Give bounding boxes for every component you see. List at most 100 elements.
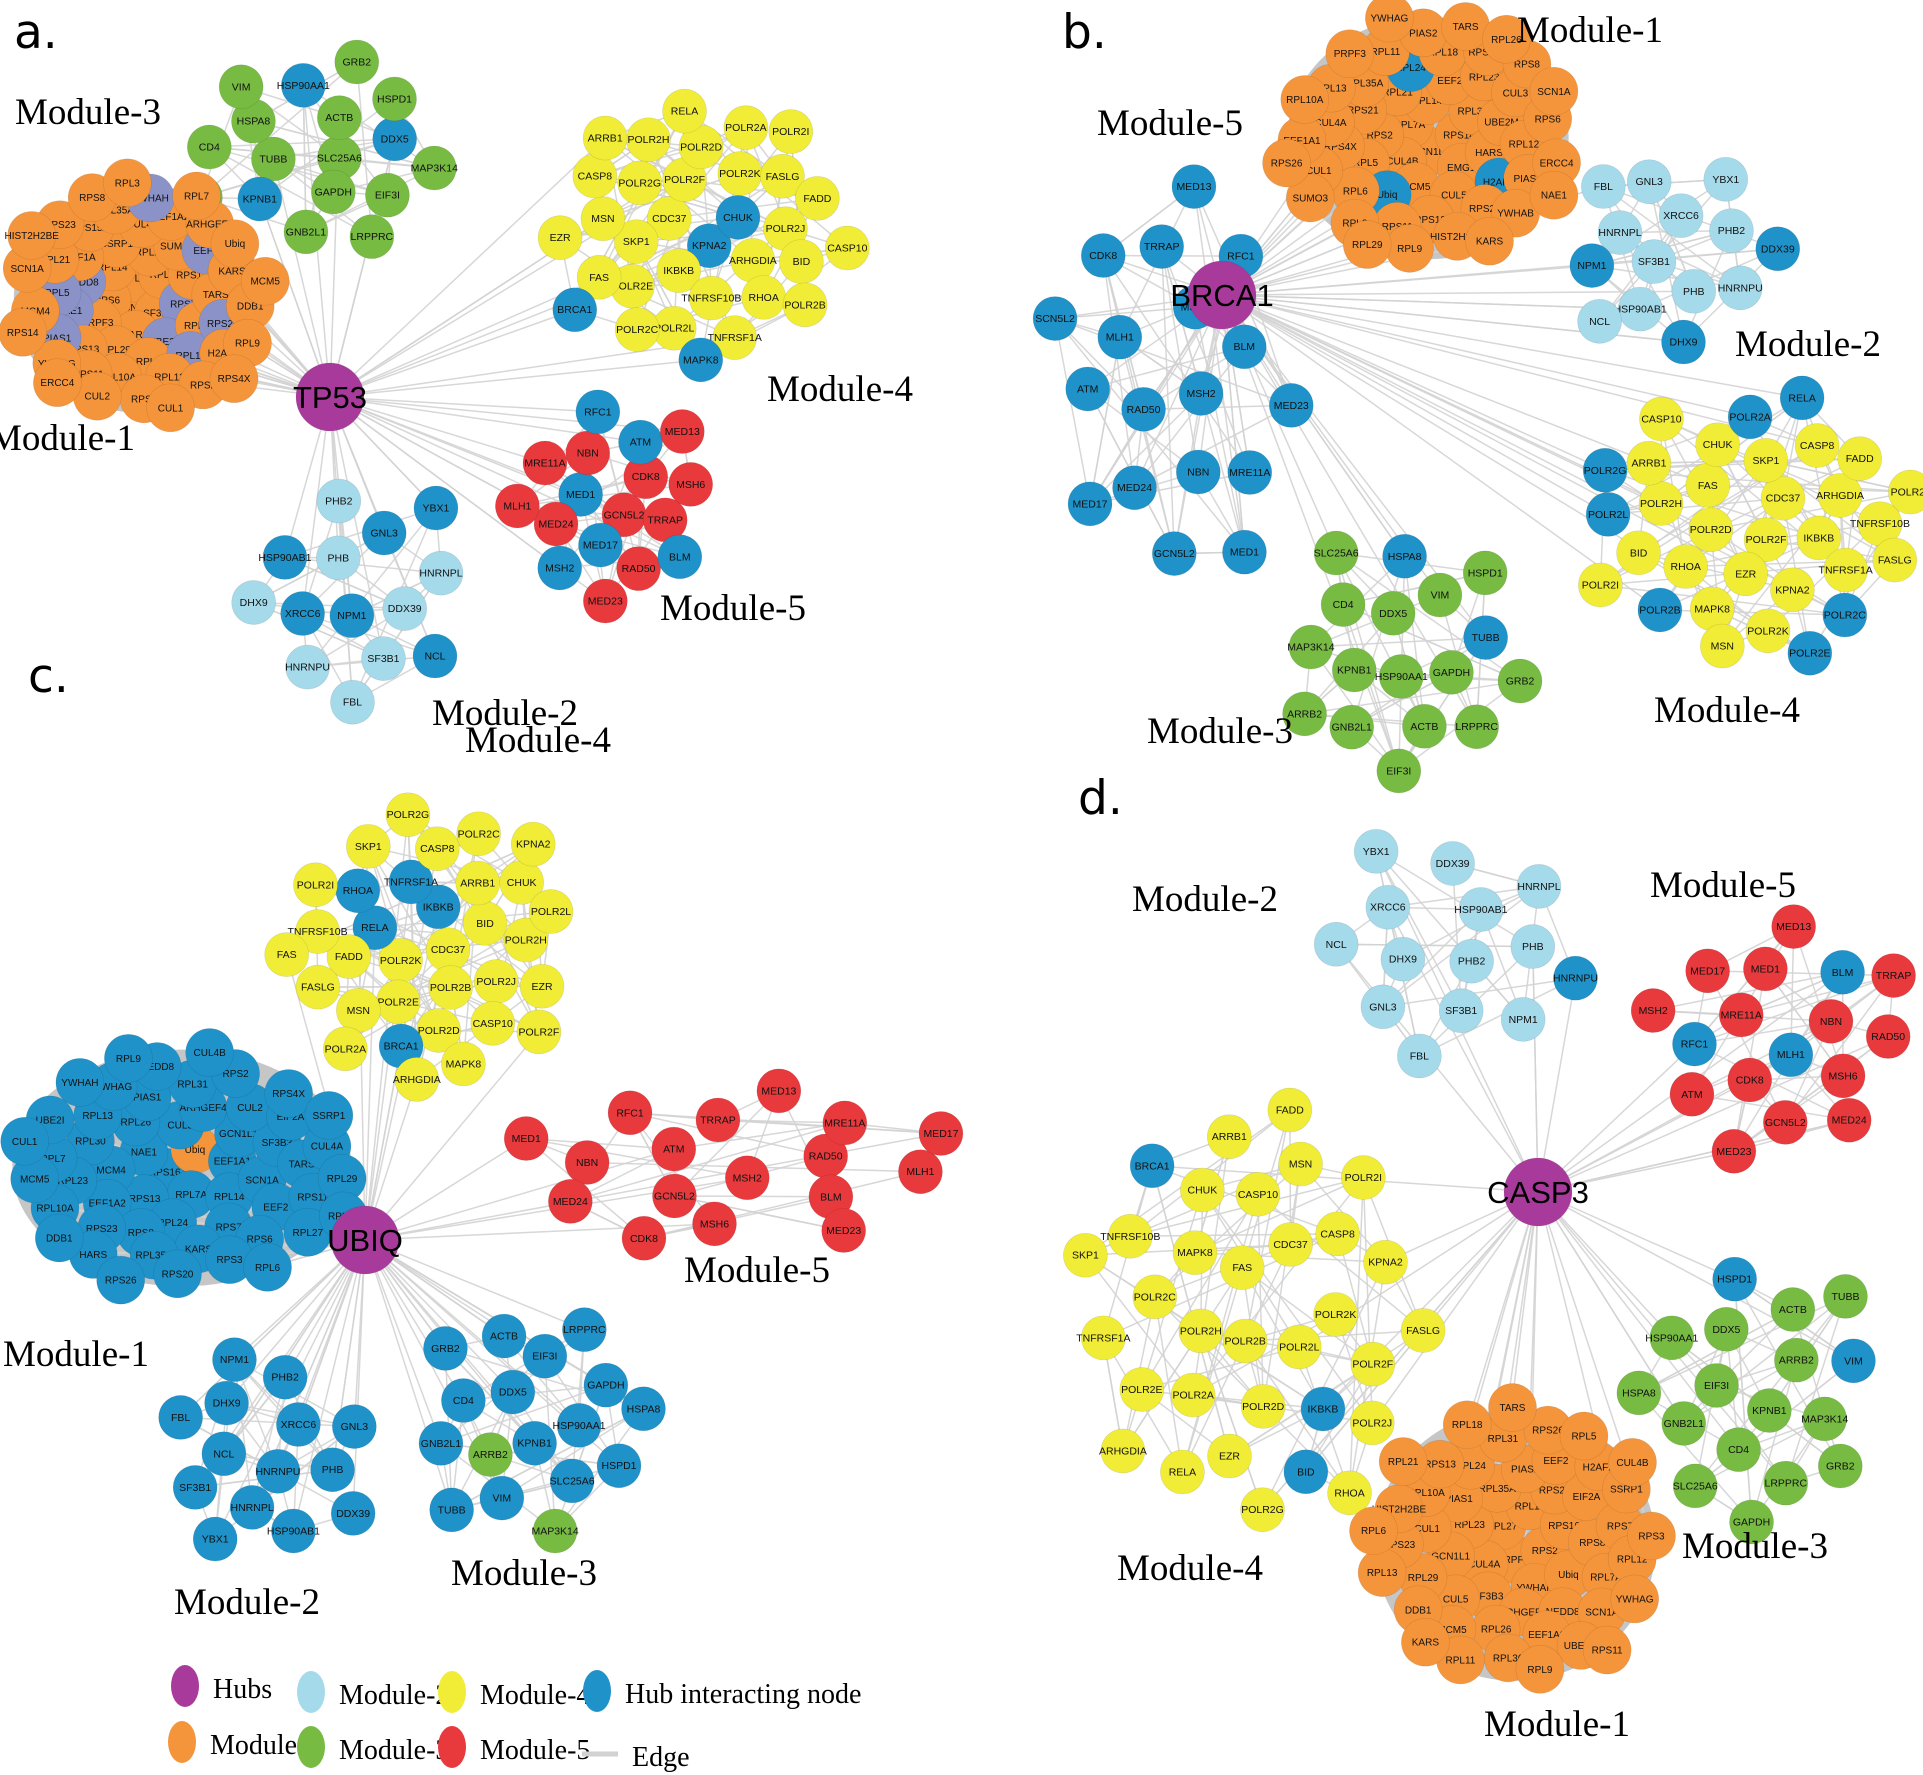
node-circle-fas[interactable] xyxy=(264,932,309,977)
node-circle-arhgdia[interactable] xyxy=(394,1057,440,1102)
node-circle-gapdh[interactable] xyxy=(583,1362,629,1408)
node-arrb1[interactable]: ARRB1 xyxy=(582,115,628,161)
node-circle-nbn[interactable] xyxy=(564,1140,610,1185)
node-circle-ncl[interactable] xyxy=(201,1431,247,1477)
node-phb[interactable]: PHB xyxy=(310,1447,355,1493)
node-rfc1[interactable]: RFC1 xyxy=(607,1090,653,1136)
node-hspd1[interactable]: HSPD1 xyxy=(372,76,417,122)
node-circle-cul4b[interactable] xyxy=(1608,1438,1657,1487)
node-rpl29[interactable]: RPL29 xyxy=(1342,220,1392,269)
node-polr2k[interactable]: POLR2K xyxy=(1745,608,1791,654)
node-circle-bid[interactable] xyxy=(1283,1449,1329,1495)
node-circle-med23[interactable] xyxy=(1268,383,1314,428)
node-circle-casp8[interactable] xyxy=(1315,1211,1360,1257)
node-med24[interactable]: MED24 xyxy=(548,1179,593,1224)
node-ikbkb[interactable]: IKBKB xyxy=(1300,1386,1346,1432)
node-circle-cd4[interactable] xyxy=(1716,1427,1761,1472)
node-polr2i[interactable]: POLR2I xyxy=(293,862,338,908)
node-trrap[interactable]: TRRAP xyxy=(1139,224,1184,269)
node-grb2[interactable]: GRB2 xyxy=(423,1326,468,1371)
node-ddx39[interactable]: DDX39 xyxy=(1755,226,1801,272)
node-circle-mcm5[interactable] xyxy=(240,256,290,306)
node-circle-faslg[interactable] xyxy=(1872,537,1918,583)
node-circle-med23[interactable] xyxy=(1711,1128,1757,1174)
node-circle-rela[interactable] xyxy=(662,88,707,134)
node-cdc37[interactable]: CDC37 xyxy=(1760,475,1806,521)
node-polr2k[interactable]: POLR2K xyxy=(1313,1292,1358,1337)
node-faslg[interactable]: FASLG xyxy=(1872,537,1918,583)
node-circle-trrap[interactable] xyxy=(1139,224,1184,269)
node-circle-xrcc6[interactable] xyxy=(1365,884,1411,930)
node-msh2[interactable]: MSH2 xyxy=(724,1155,770,1201)
node-xrcc6[interactable]: XRCC6 xyxy=(1365,884,1411,930)
node-circle-map3k14[interactable] xyxy=(1802,1396,1848,1442)
node-circle-ybx1[interactable] xyxy=(192,1516,238,1562)
node-circle-chuk[interactable] xyxy=(1695,422,1740,468)
node-circle-polr2i[interactable] xyxy=(1341,1155,1386,1200)
node-circle-brca1[interactable] xyxy=(1129,1143,1175,1189)
node-circle-hnrnpl[interactable] xyxy=(229,1485,275,1530)
node-fas[interactable]: FAS xyxy=(1219,1245,1265,1290)
node-circle-kpnb1[interactable] xyxy=(512,1420,557,1466)
node-circle-arrb1[interactable] xyxy=(1206,1114,1252,1160)
node-circle-nbn[interactable] xyxy=(1808,999,1854,1044)
node-skp1[interactable]: SKP1 xyxy=(1063,1232,1108,1278)
node-fadd[interactable]: FADD xyxy=(795,176,840,221)
node-circle-cd4[interactable] xyxy=(187,124,232,170)
node-circle-gnb2l1[interactable] xyxy=(283,209,329,255)
node-rpl9[interactable]: RPL9 xyxy=(1385,224,1434,273)
node-circle-med13[interactable] xyxy=(1171,164,1217,209)
node-phb2[interactable]: PHB2 xyxy=(262,1354,308,1400)
node-circle-polr2h[interactable] xyxy=(503,917,549,963)
node-circle-fas[interactable] xyxy=(576,255,622,300)
node-circle-rpl9[interactable] xyxy=(1385,224,1434,273)
node-circle-map3k14[interactable] xyxy=(532,1508,578,1554)
node-med17[interactable]: MED17 xyxy=(578,522,623,568)
node-circle-med24[interactable] xyxy=(533,501,579,547)
node-circle-rhoa[interactable] xyxy=(1327,1470,1372,1516)
node-circle-phb[interactable] xyxy=(1671,268,1717,314)
node-circle-npm1[interactable] xyxy=(329,593,375,638)
node-cdc37[interactable]: CDC37 xyxy=(425,927,471,973)
node-ezr[interactable]: EZR xyxy=(537,215,583,260)
node-circle-casp10[interactable] xyxy=(1639,396,1684,442)
node-hspa8[interactable]: HSPA8 xyxy=(621,1386,666,1432)
node-circle-trrap[interactable] xyxy=(1871,953,1916,998)
node-circle-arhgdia[interactable] xyxy=(1817,473,1863,518)
node-circle-nbn[interactable] xyxy=(565,430,611,476)
node-circle-fas[interactable] xyxy=(1685,462,1731,508)
node-circle-xrcc6[interactable] xyxy=(1658,193,1704,238)
node-circle-polr2j[interactable] xyxy=(473,959,519,1004)
node-circle-med24[interactable] xyxy=(1826,1097,1872,1143)
node-circle-trrap[interactable] xyxy=(695,1097,741,1143)
node-polr2c[interactable]: POLR2C xyxy=(1132,1274,1178,1320)
node-circle-med17[interactable] xyxy=(918,1111,964,1156)
node-ywhah[interactable]: YWHAH xyxy=(55,1058,105,1107)
node-polr2c[interactable]: POLR2C xyxy=(614,307,660,352)
node-hnrnpu[interactable]: HNRNPU xyxy=(1553,955,1598,1001)
hub-circle-brca1[interactable] xyxy=(1187,260,1257,330)
node-rpl10a[interactable]: RPL10A xyxy=(1280,75,1330,124)
node-eif3i[interactable]: EIF3I xyxy=(522,1333,568,1379)
node-circle-ybx1[interactable] xyxy=(1353,829,1399,874)
node-circle-ubiq[interactable] xyxy=(210,219,260,269)
node-circle-med24[interactable] xyxy=(548,1179,593,1224)
node-circle-ssrp1[interactable] xyxy=(304,1091,354,1140)
node-fbl[interactable]: FBL xyxy=(158,1395,203,1440)
node-trrap[interactable]: TRRAP xyxy=(1871,953,1916,998)
node-circle-kpna2[interactable] xyxy=(686,223,732,268)
node-circle-vim[interactable] xyxy=(218,64,264,110)
node-circle-npm1[interactable] xyxy=(1569,243,1615,288)
node-rpl7[interactable]: RPL7 xyxy=(172,171,221,221)
node-circle-gnl3[interactable] xyxy=(332,1404,377,1449)
node-arrb2[interactable]: ARRB2 xyxy=(1774,1337,1819,1383)
node-med13[interactable]: MED13 xyxy=(756,1068,802,1114)
node-circle-cul1[interactable] xyxy=(0,1116,50,1166)
node-circle-mlh1[interactable] xyxy=(1097,314,1143,360)
node-gapdh[interactable]: GAPDH xyxy=(583,1362,629,1408)
node-circle-polr2i[interactable] xyxy=(1578,562,1623,608)
node-circle-polr2f[interactable] xyxy=(1350,1341,1396,1387)
node-circle-lrpprc[interactable] xyxy=(1763,1460,1809,1506)
node-lrpprc[interactable]: LRPPRC xyxy=(562,1307,607,1352)
node-circle-grb2[interactable] xyxy=(334,39,380,85)
